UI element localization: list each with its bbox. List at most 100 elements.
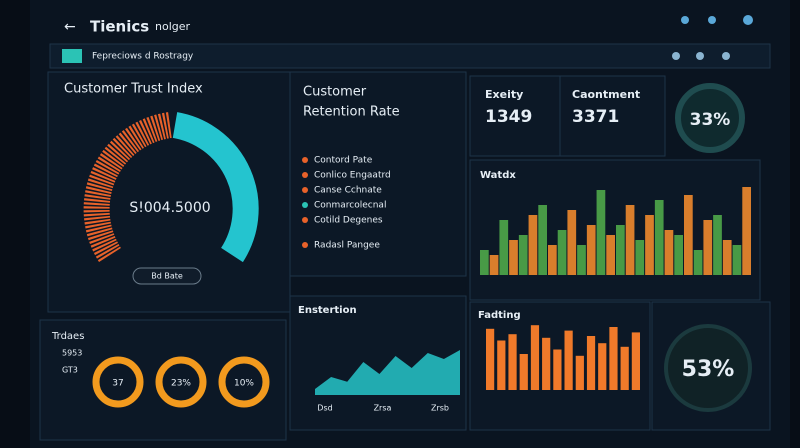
icon[interactable] — [681, 16, 689, 24]
bar — [620, 346, 629, 390]
ring-label: 23% — [171, 379, 191, 389]
icon[interactable] — [743, 15, 753, 25]
bar — [538, 205, 547, 275]
bar — [548, 245, 557, 275]
gauge-button-label: Bd Bate — [151, 272, 183, 281]
gauge-button[interactable] — [132, 267, 202, 285]
bar — [606, 235, 615, 275]
panel-title: Trdaes — [51, 331, 84, 342]
bar — [489, 255, 499, 275]
bar — [567, 210, 577, 275]
bar — [645, 215, 654, 275]
bar — [722, 240, 732, 275]
bar — [742, 187, 751, 275]
list-bullet — [302, 217, 308, 223]
toolbar-label: Fepreciows d Rostragy — [92, 52, 194, 62]
x-label: Dsd — [317, 404, 332, 413]
bar — [557, 230, 567, 275]
bar — [519, 354, 528, 390]
bar — [586, 225, 596, 275]
bar — [609, 327, 618, 390]
panel-title: Fadting — [478, 310, 521, 321]
ring-label: 37 — [112, 379, 123, 389]
retention-list: Contord Pate Conlico Engaatrd Canse Cchnat… — [302, 156, 391, 251]
retention-panel — [289, 71, 467, 277]
trend-row: GT3 — [62, 366, 78, 375]
panel-title: Customer — [303, 85, 367, 100]
brand-subtitle: nolger — [155, 20, 191, 33]
icon[interactable] — [708, 16, 716, 24]
bar — [598, 343, 607, 390]
gauge-arc — [172, 112, 259, 263]
trend-rings: 37 23% 10% — [92, 356, 270, 408]
icon[interactable] — [696, 52, 704, 60]
menu-button[interactable] — [62, 49, 82, 63]
weekly-chart — [480, 187, 751, 275]
bar — [664, 230, 674, 275]
list-bullet — [302, 242, 308, 248]
ring — [155, 356, 207, 408]
stat-card — [559, 75, 666, 157]
list-item: Cotild Degenes — [314, 216, 383, 226]
stat-value: 33% — [690, 110, 731, 130]
list-bullet — [302, 157, 308, 163]
bar — [635, 240, 645, 275]
list-item: Conmarcolecnal — [314, 201, 386, 211]
x-label: Zrsa — [374, 404, 392, 413]
list-item: Canse Cchnate — [314, 186, 382, 196]
stat-value: 1349 — [485, 107, 532, 127]
bar — [518, 235, 528, 275]
bar — [684, 195, 693, 275]
fadting-chart — [486, 325, 640, 390]
icon[interactable] — [722, 52, 730, 60]
panel-title: Watdx — [480, 170, 516, 181]
bar — [499, 220, 509, 275]
bar — [575, 355, 584, 390]
bar — [528, 215, 538, 275]
list-bullet — [302, 202, 308, 208]
bar — [553, 349, 562, 390]
icon[interactable] — [672, 52, 680, 60]
x-label: Zrsb — [431, 404, 449, 413]
bar — [530, 325, 540, 390]
bar — [703, 220, 713, 275]
stat-ring — [675, 83, 745, 153]
list-bullet — [302, 172, 308, 178]
bar — [564, 330, 573, 390]
toolbar — [49, 43, 771, 69]
gauge-arc — [83, 112, 173, 262]
trend-row: 5953 — [62, 349, 82, 358]
list-item: Radasl Pangee — [314, 241, 380, 251]
bar — [732, 245, 742, 275]
bar — [480, 250, 489, 275]
panel-title: Retention Rate — [303, 105, 400, 120]
ring-label: 10% — [234, 379, 254, 389]
bar — [497, 340, 506, 390]
bar — [509, 240, 518, 275]
panel-title: Customer Trust Index — [64, 82, 203, 97]
explanation-chart: Dsd Zrsa Zrsb — [315, 350, 460, 413]
back-button[interactable]: ← — [64, 19, 76, 35]
bar — [586, 336, 596, 390]
stat-label: Exeity — [485, 88, 523, 101]
bar — [713, 215, 722, 275]
bar — [616, 225, 625, 275]
summary-ring — [664, 324, 752, 412]
gauge-value: S!004.5000 — [129, 200, 210, 216]
list-bullet — [302, 187, 308, 193]
list-item: Contord Pate — [314, 156, 373, 166]
list-item: Conlico Engaatrd — [314, 171, 391, 181]
brand: Tienics — [90, 18, 149, 36]
bar — [654, 200, 664, 275]
stat-label: Caontment — [572, 88, 640, 101]
bar — [693, 250, 703, 275]
bar — [631, 332, 640, 390]
trends-panel — [39, 319, 287, 441]
stat-value: 3371 — [572, 107, 619, 127]
ring — [218, 356, 270, 408]
area — [315, 350, 460, 395]
summary-value: 53% — [682, 357, 735, 382]
bar — [486, 328, 495, 390]
bar — [596, 190, 606, 275]
